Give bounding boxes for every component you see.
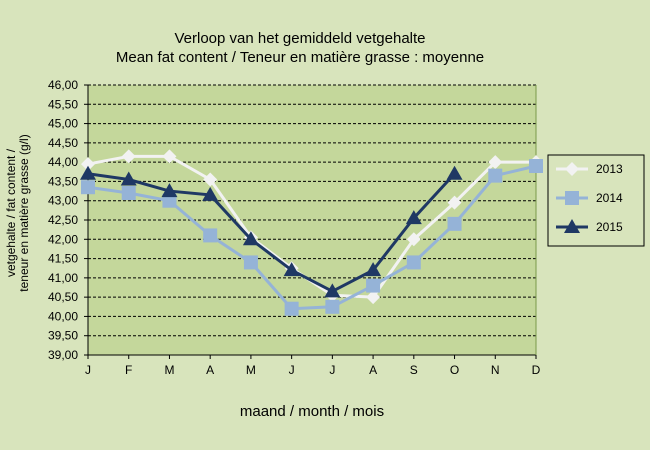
y-axis-label: vetgehalte / fat content / teneur en mat… bbox=[4, 103, 31, 323]
y-tick-label: 45,00 bbox=[48, 117, 78, 131]
data-point-2014 bbox=[488, 168, 503, 183]
x-tick-label: O bbox=[450, 363, 459, 377]
data-point-2014 bbox=[121, 186, 136, 200]
y-tick-label: 40,00 bbox=[48, 309, 78, 323]
y-tick-label: 42,00 bbox=[48, 232, 78, 246]
y-tick-label: 41,50 bbox=[48, 252, 78, 266]
x-tick-label: J bbox=[85, 363, 91, 377]
data-point-2013 bbox=[121, 149, 136, 164]
data-point-2015 bbox=[242, 231, 259, 246]
x-tick-label: A bbox=[206, 363, 214, 377]
legend-label-2015: 2015 bbox=[596, 220, 623, 234]
data-point-2015 bbox=[446, 165, 463, 180]
data-point-2014 bbox=[243, 255, 258, 270]
y-tick-label: 40,50 bbox=[48, 290, 78, 304]
data-point-2014 bbox=[284, 301, 299, 316]
data-point-2015 bbox=[283, 262, 300, 277]
data-point-2014 bbox=[406, 255, 421, 270]
data-point-2013 bbox=[406, 232, 421, 247]
legend-marker-2014 bbox=[565, 191, 579, 205]
data-point-2014 bbox=[366, 278, 381, 293]
y-tick-label: 43,00 bbox=[48, 194, 78, 208]
x-tick-label: J bbox=[329, 363, 335, 377]
data-point-2014 bbox=[447, 216, 462, 231]
legend-marker-2013 bbox=[565, 162, 579, 176]
y-tick-label: 44,50 bbox=[48, 136, 78, 150]
x-axis-label: maand / month / mois bbox=[239, 403, 385, 420]
y-tick-label: 44,00 bbox=[48, 155, 78, 169]
x-tick-label: J bbox=[289, 363, 295, 377]
data-point-2015 bbox=[324, 283, 341, 298]
y-tick-label: 39,50 bbox=[48, 329, 78, 343]
y-tick-label: 41,00 bbox=[48, 271, 78, 285]
data-point-2015 bbox=[365, 262, 382, 277]
data-point-2015 bbox=[80, 165, 96, 180]
data-point-2013 bbox=[366, 290, 381, 305]
y-tick-label: 42,50 bbox=[48, 213, 78, 227]
data-point-2014 bbox=[203, 228, 218, 243]
data-point-2014 bbox=[529, 159, 543, 173]
legend bbox=[547, 154, 645, 247]
data-point-2013 bbox=[488, 155, 503, 170]
series-line-2015 bbox=[87, 172, 456, 294]
x-tick-label: F bbox=[125, 363, 132, 377]
y-tick-label: 45,50 bbox=[48, 97, 78, 111]
legend-label-2014: 2014 bbox=[596, 191, 623, 205]
chart-subtitle: Mean fat content / Teneur en matière gra… bbox=[115, 49, 485, 66]
x-tick-label: N bbox=[491, 363, 500, 377]
data-point-2013 bbox=[81, 157, 95, 172]
x-tick-label: A bbox=[369, 363, 377, 377]
data-point-2013 bbox=[162, 149, 177, 164]
x-tick-label: M bbox=[164, 363, 174, 377]
data-point-2015 bbox=[161, 183, 178, 198]
y-tick-label: 46,00 bbox=[48, 78, 78, 92]
x-tick-label: S bbox=[410, 363, 418, 377]
data-point-2014 bbox=[162, 193, 177, 208]
data-point-2014 bbox=[81, 180, 95, 195]
legend-label-2013: 2013 bbox=[596, 162, 623, 176]
data-point-2015 bbox=[405, 210, 422, 225]
data-point-2014 bbox=[325, 299, 340, 314]
data-point-2015 bbox=[120, 171, 137, 186]
legend-marker-2015 bbox=[564, 219, 580, 233]
y-axis-label-line2: teneur en matière grasse (g/l) bbox=[17, 134, 31, 292]
data-point-2013 bbox=[203, 172, 218, 187]
chart-title: Verloop van het gemiddeld vetgehalte bbox=[174, 30, 426, 47]
y-tick-label: 39,00 bbox=[48, 348, 78, 362]
x-tick-label: D bbox=[532, 363, 541, 377]
data-point-2013 bbox=[447, 195, 462, 210]
x-tick-label: M bbox=[246, 363, 256, 377]
y-tick-label: 43,50 bbox=[48, 174, 78, 188]
data-point-2015 bbox=[202, 186, 219, 201]
